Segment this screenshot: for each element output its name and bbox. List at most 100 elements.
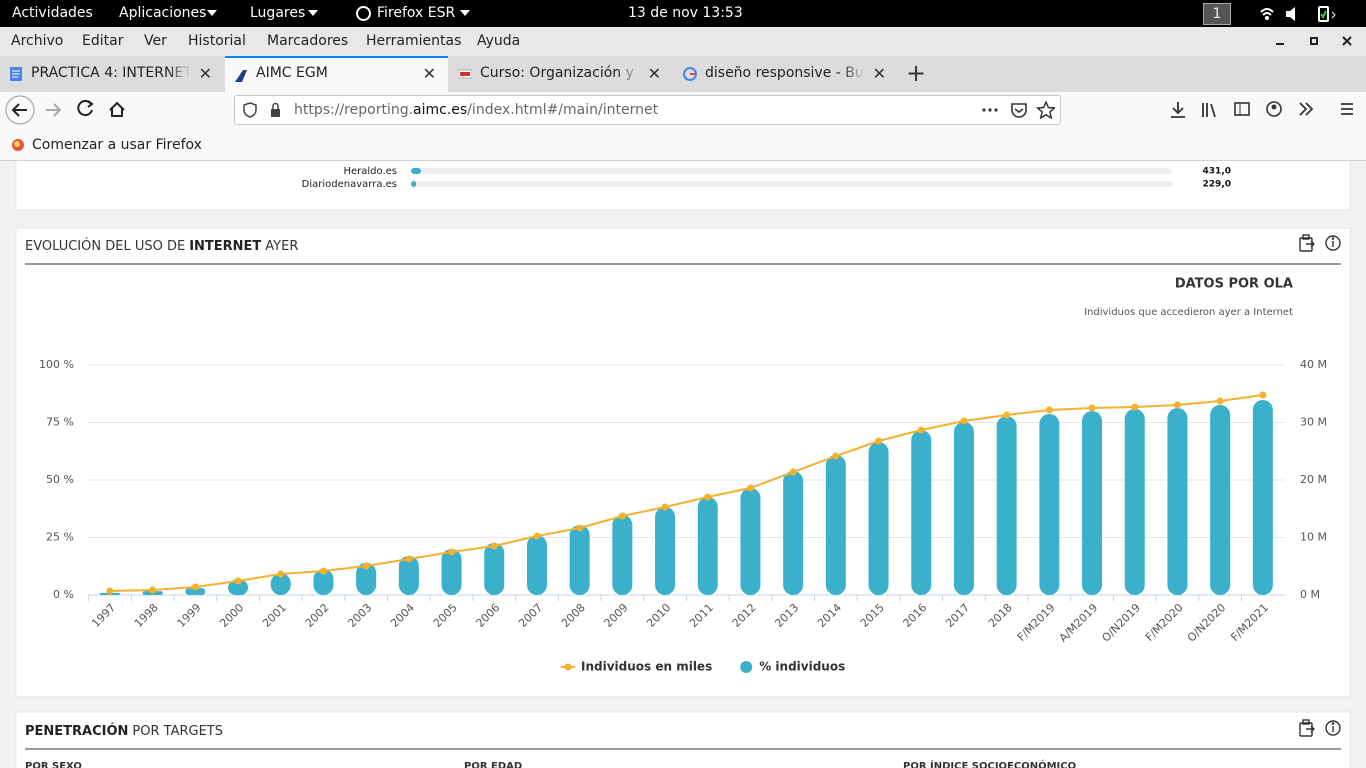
point [661, 503, 669, 511]
applications-menu[interactable]: Aplicaciones [119, 5, 207, 21]
title-part: PENETRACIÓN [25, 723, 128, 739]
bar [270, 573, 291, 595]
clock[interactable]: 13 de nov 13:53 [628, 5, 743, 21]
y-tick-label: 100 % [39, 358, 74, 371]
bar [612, 514, 633, 595]
point [448, 548, 456, 556]
menu-item[interactable]: Editar [82, 33, 124, 49]
status-icons[interactable] [1258, 5, 1338, 23]
bookmark[interactable]: Comenzar a usar Firefox [32, 137, 202, 153]
toolbar-buttons[interactable] [1165, 100, 1360, 120]
point [1045, 406, 1053, 414]
tab-close[interactable]: ✕ [422, 64, 436, 83]
y-tick-label: 25 % [46, 531, 74, 544]
legend-marker [564, 663, 572, 671]
page-content: EVOLUCIÓN DEL USO DE INTERNET AYER DATOS P… [15, 161, 1351, 768]
tab-close[interactable]: ✕ [647, 64, 661, 83]
security-icons [243, 102, 280, 118]
activities[interactable]: Actividades [12, 5, 93, 21]
panel-targets [15, 711, 1351, 768]
menu-item[interactable]: Marcadores [267, 33, 349, 49]
workspace-indicator[interactable]: 1 [1203, 3, 1231, 25]
app-menu[interactable]: Firefox ESR [377, 5, 456, 21]
point [917, 426, 925, 434]
tab-title: PRÁCTICA 4: INTERNET [31, 65, 191, 81]
title-part: INTERNET [189, 239, 261, 254]
url-domain: aimc.es [413, 102, 468, 118]
bar [1039, 413, 1060, 595]
y-tick-label: 50 % [46, 473, 74, 486]
tab-close[interactable]: ✕ [198, 64, 212, 83]
bar [411, 168, 421, 174]
menu-item[interactable]: Archivo [11, 33, 64, 49]
bar [526, 535, 547, 595]
point [1003, 411, 1011, 419]
panel-icons[interactable] [1299, 719, 1341, 737]
point [1088, 404, 1096, 412]
point [618, 512, 626, 520]
bar [740, 488, 761, 595]
menu-item[interactable]: Herramientas [366, 33, 462, 49]
chart-subtitle: DATOS POR OLA [1175, 277, 1293, 292]
point [362, 562, 370, 570]
desktop-top-bar: Actividades Aplicaciones Lugares Firefox… [0, 0, 1366, 27]
menu-item[interactable]: Historial [188, 33, 246, 49]
bar [868, 442, 889, 595]
tab-title: Curso: Organización y ge [480, 65, 640, 81]
url-actions[interactable] [980, 101, 1055, 119]
tab-active[interactable]: AIMC EGM ✕ [225, 56, 448, 92]
bar [313, 569, 334, 595]
title-part: AYER [265, 239, 298, 254]
bar [356, 562, 377, 595]
title-part: EVOLUCIÓN DEL USO DE [25, 238, 185, 254]
tab-bar: PRÁCTICA 4: INTERNET ✕ AIMC EGM ✕ Curso: O… [0, 56, 1366, 92]
bar [398, 555, 419, 595]
y2-tick-label: 20 M [1300, 473, 1327, 486]
y-tick-label: 75 % [46, 416, 74, 429]
chart-description: Individuos que accedieron ayer a Interne… [1084, 307, 1293, 318]
tab[interactable]: PRÁCTICA 4: INTERNET ✕ [0, 56, 224, 92]
bar [1167, 408, 1188, 595]
legend-label: Individuos en miles [581, 660, 712, 674]
dropdown-arrow [460, 10, 470, 16]
tab-title: diseño responsive - Busc [705, 65, 865, 81]
point [191, 583, 199, 591]
bar [1210, 405, 1231, 595]
value-label: 229,0 [1203, 180, 1231, 190]
tab-icon [235, 70, 247, 82]
point [1259, 391, 1267, 399]
bar [228, 580, 249, 595]
bookmark-icon [12, 139, 24, 151]
y2-tick-label: 40 M [1300, 358, 1327, 371]
bar [484, 543, 505, 595]
point [405, 555, 413, 563]
dropdown-arrow [207, 10, 217, 16]
nav-buttons[interactable] [0, 92, 140, 128]
point [704, 493, 712, 501]
url-bar[interactable]: https://reporting.aimc.es/index.html#/ma… [234, 95, 1061, 125]
bar [825, 454, 846, 595]
point [319, 567, 327, 575]
tab-close[interactable]: ✕ [872, 64, 886, 83]
places-menu[interactable]: Lugares [250, 5, 306, 21]
window-controls[interactable] [1270, 32, 1360, 50]
y2-tick-label: 10 M [1300, 531, 1327, 544]
tab[interactable]: Curso: Organización y ge ✕ [449, 56, 673, 92]
panel-title: PENETRACIÓN POR TARGETS [25, 723, 223, 739]
menu-item[interactable]: Ver [144, 33, 167, 49]
bar [697, 497, 718, 595]
title-part: POR TARGETS [132, 724, 223, 739]
point [1216, 397, 1224, 405]
bar [185, 588, 206, 595]
panel-icons[interactable] [1299, 234, 1341, 252]
value-label: 431,0 [1203, 167, 1231, 177]
point [832, 452, 840, 460]
menu-item[interactable]: Ayuda [477, 33, 521, 49]
bar [996, 416, 1017, 595]
new-tab-button[interactable]: + [906, 59, 927, 87]
tab[interactable]: diseño responsive - Busc ✕ [674, 56, 898, 92]
bar-track [411, 168, 1172, 174]
point [490, 542, 498, 550]
bar-track [411, 181, 1172, 187]
